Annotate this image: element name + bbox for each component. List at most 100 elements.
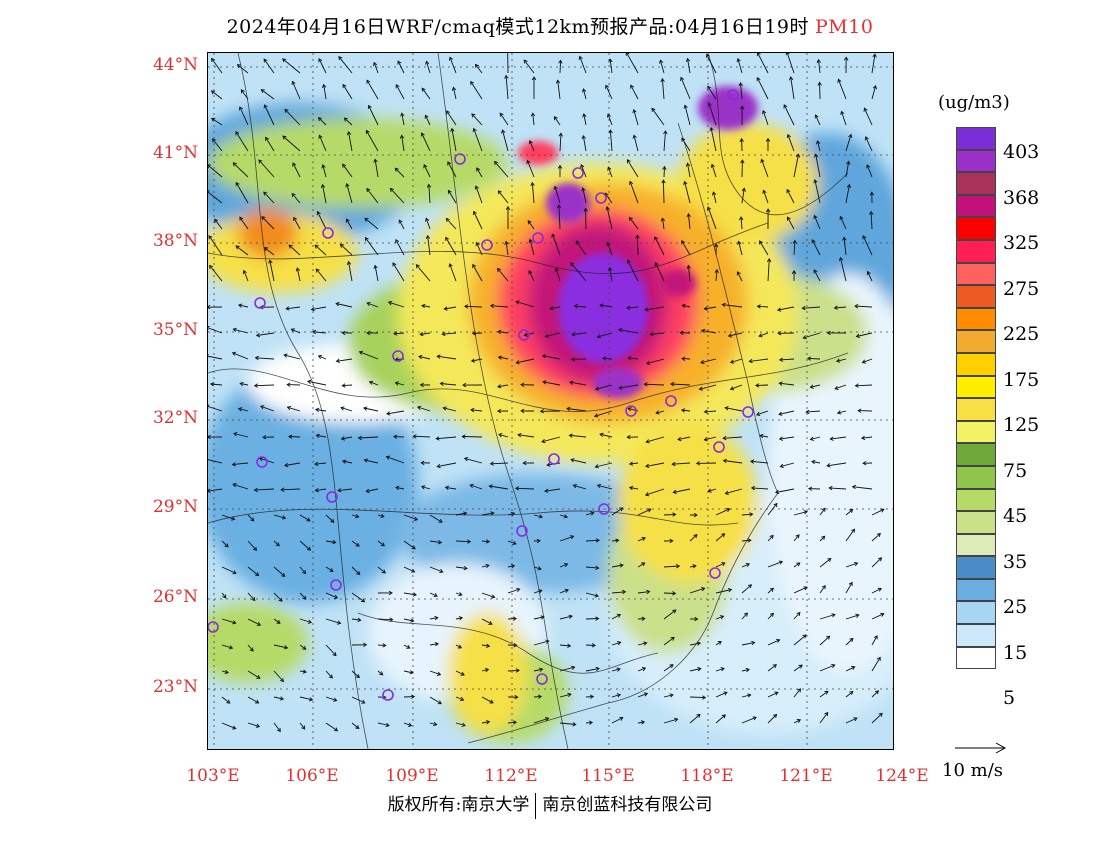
wind-arrow-head xyxy=(306,517,311,522)
wind-arrow-head xyxy=(307,379,312,385)
wind-arrow-head xyxy=(491,594,496,599)
wind-arrow xyxy=(358,436,379,439)
wind-arrow-head xyxy=(366,187,371,193)
wind-arrow-head xyxy=(249,647,254,652)
wind-arrow xyxy=(444,306,457,310)
wind-arrow-head xyxy=(282,58,287,63)
wind-arrow-head xyxy=(669,664,674,669)
wind-arrow xyxy=(455,617,463,620)
wind-arrow xyxy=(637,537,646,542)
wind-arrow xyxy=(340,407,353,412)
wind-arrow-head xyxy=(279,678,284,683)
wind-arrow xyxy=(325,644,337,656)
wind-arrow-head xyxy=(451,86,457,91)
wind-arrow xyxy=(533,566,542,570)
wind-arrow-head xyxy=(255,332,261,338)
wind-arrow xyxy=(841,111,847,126)
wind-arrow-head xyxy=(232,570,237,575)
wind-arrow xyxy=(269,260,275,282)
wind-arrow xyxy=(830,436,847,440)
wind-arrow-head xyxy=(251,596,256,602)
wind-arrow xyxy=(607,167,613,178)
wind-arrow xyxy=(741,716,757,724)
wind-arrow-head xyxy=(628,461,634,466)
wind-arrow-head xyxy=(520,382,525,387)
wind-arrow xyxy=(273,566,285,577)
wind-arrow-head xyxy=(706,206,712,211)
wind-arrow-head xyxy=(693,512,698,518)
wind-arrow-head xyxy=(515,486,520,491)
wind-arrow-head xyxy=(318,58,323,63)
wind-arrow xyxy=(819,690,829,698)
wind-arrow-head xyxy=(880,612,885,617)
wind-arrow-head xyxy=(540,615,545,620)
wind-arrow xyxy=(351,592,365,603)
wind-arrow-head xyxy=(635,234,640,239)
wind-arrow xyxy=(715,508,730,516)
wind-arrow xyxy=(255,357,275,360)
lat-label-26: 26°N xyxy=(152,587,198,607)
wind-arrow xyxy=(292,81,301,100)
wind-arrow-head xyxy=(839,215,844,221)
wind-arrow xyxy=(208,191,223,204)
wind-arrow xyxy=(374,159,379,178)
wind-arrow xyxy=(663,513,676,516)
wind-arrow xyxy=(209,265,223,282)
wind-arrow xyxy=(855,384,873,387)
wind-arrow xyxy=(490,305,509,308)
wind-arrow-head xyxy=(549,305,554,311)
wind-arrow-head xyxy=(703,409,708,414)
wind-arrow xyxy=(533,589,542,594)
wind-arrow xyxy=(595,384,613,390)
wind-arrow xyxy=(740,216,743,230)
wind-arrow-head xyxy=(317,116,323,122)
wind-arrow-head xyxy=(862,461,867,466)
wind-arrow-head xyxy=(363,458,368,463)
wind-arrow xyxy=(819,535,826,542)
wind-arrow xyxy=(595,462,613,468)
wind-arrow-head xyxy=(410,694,416,699)
wind-arrow-head xyxy=(816,58,821,64)
wind-arrow xyxy=(786,189,795,204)
wind-arrow-head xyxy=(765,208,771,213)
wind-arrow-head xyxy=(235,131,240,136)
wind-arrow-head xyxy=(876,656,881,661)
wind-arrow xyxy=(763,190,769,204)
wind-arrow-head xyxy=(281,572,286,577)
wind-arrow xyxy=(619,384,639,389)
wind-arrow xyxy=(663,565,680,568)
wind-arrow-head xyxy=(418,354,423,360)
wind-arrow xyxy=(315,488,327,492)
wind-arrow xyxy=(706,54,717,74)
legend-color-block xyxy=(956,511,996,534)
wind-arrow xyxy=(265,137,275,152)
wind-arrow-head xyxy=(515,360,520,365)
wind-arrow xyxy=(793,511,808,516)
wind-arrow xyxy=(580,164,587,178)
wind-arrow xyxy=(806,410,821,413)
wind-arrow-head xyxy=(685,57,691,62)
wind-arrow xyxy=(476,242,483,256)
wind-arrow-head xyxy=(717,641,722,645)
wind-arrow xyxy=(704,410,717,413)
wind-arrow-head xyxy=(314,488,319,493)
wind-arrow-head xyxy=(345,182,350,188)
wind-arrow-head xyxy=(555,79,561,84)
wind-arrow xyxy=(787,216,795,230)
wind-arrow-head xyxy=(393,434,398,439)
wind-arrow-head xyxy=(756,304,761,309)
wind-arrow-head xyxy=(393,331,398,336)
wind-arrow xyxy=(767,503,778,516)
wind-arrow-head xyxy=(606,241,611,247)
wind-arrow-head xyxy=(400,112,405,117)
wind-arrow xyxy=(449,57,457,74)
wind-arrow-head xyxy=(471,113,476,118)
wind-arrow xyxy=(715,641,722,646)
wind-arrow-head xyxy=(224,669,229,675)
wind-arrow-head xyxy=(833,305,838,310)
wind-arrow xyxy=(597,484,613,490)
wind-arrow xyxy=(533,616,544,620)
wind-arrow xyxy=(684,181,691,204)
wind-arrow xyxy=(214,219,223,230)
wind-arrow xyxy=(273,696,284,700)
